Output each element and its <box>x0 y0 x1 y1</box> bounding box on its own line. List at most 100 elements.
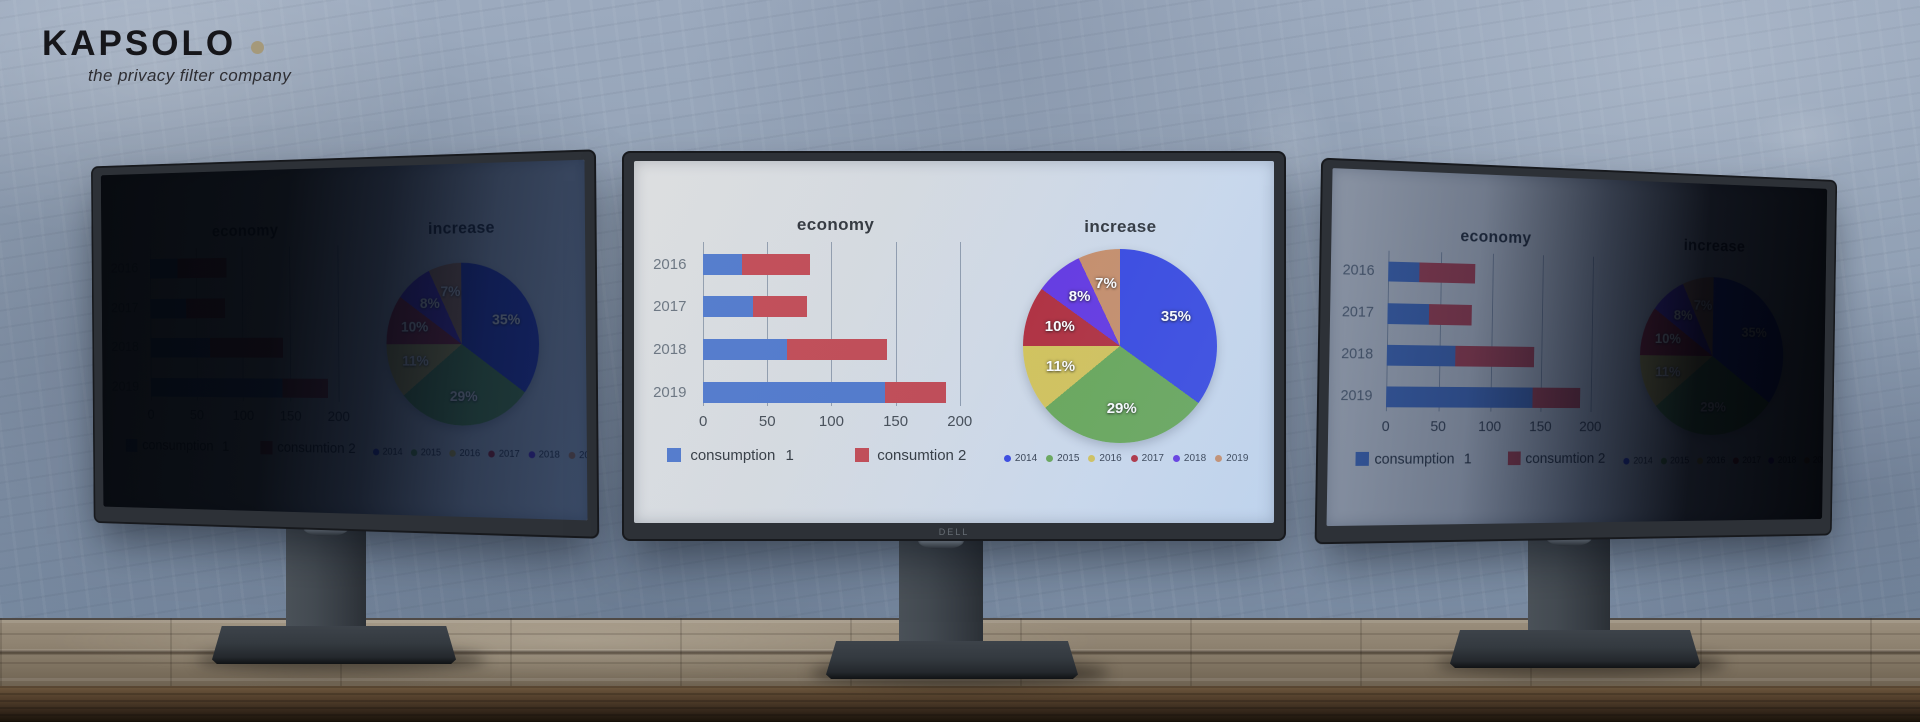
axis-tick-label: 100 <box>1478 417 1502 435</box>
pie-legend-label: 2017 <box>498 448 520 461</box>
bar-segment <box>1454 345 1535 368</box>
pie-legend-item: 2016 <box>1088 452 1122 464</box>
gridline <box>703 242 705 407</box>
bar-row <box>1388 261 1593 287</box>
bar-category-label: 2018 <box>111 339 139 355</box>
pie-legend-label: 2014 <box>1014 452 1038 464</box>
monitor-right: economy increase consumption 1 consumtio… <box>1314 157 1838 545</box>
pie-slice-label: 35% <box>1160 308 1191 326</box>
monitor-stand-neck <box>286 512 366 634</box>
bar-category-label: 2019 <box>111 378 140 395</box>
pie-chart-graphic <box>1022 249 1217 443</box>
bar-segment <box>1386 344 1456 367</box>
pie-chart-title: increase <box>427 217 495 239</box>
bar-row <box>1386 344 1592 368</box>
axis-tick-label: 50 <box>758 413 776 431</box>
pie-legend-item: 2019 <box>1803 455 1827 465</box>
pie-legend-label: 2019 <box>1226 452 1249 464</box>
axis-tick-label: 200 <box>947 413 973 431</box>
bar-row <box>703 339 960 361</box>
pie-legend-label: 2018 <box>1183 452 1207 464</box>
legend-swatch-consumption-1 <box>667 448 682 463</box>
legend-swatch-consumption-2 <box>1507 451 1521 466</box>
pie-slice-label: 7% <box>1095 275 1117 293</box>
pie-legend-label: 2018 <box>538 449 560 461</box>
legend-dot <box>1046 454 1054 462</box>
pie-legend-item: 2015 <box>1660 455 1689 466</box>
bar-legend-label-2: consumtion 2 <box>1525 450 1606 467</box>
pie-chart-title: increase <box>1683 235 1746 256</box>
bar-row <box>150 337 339 358</box>
axis-tick-label: 0 <box>698 413 708 431</box>
bar-row <box>150 297 338 319</box>
pie-chart-legend: 2014 2015 2016 2017 2018 2019 <box>1623 455 1827 466</box>
pie-slice-label: 29% <box>1106 399 1137 417</box>
pie-legend-item: 2014 <box>372 447 403 458</box>
legend-dot <box>1768 456 1775 464</box>
bar-category-label: 2018 <box>653 341 687 359</box>
pie-slice-label: 10% <box>1044 317 1075 335</box>
axis-tick-label: 50 <box>189 407 204 424</box>
legend-dot <box>410 449 418 457</box>
bar-legend-label-2: consumtion 2 <box>877 446 967 464</box>
legend-dot <box>1088 454 1096 462</box>
pie-legend-label: 2016 <box>1706 455 1726 466</box>
pie-slice-label: 7% <box>440 283 461 301</box>
brand-tagline: the privacy filter company <box>88 66 292 85</box>
bar-category-label: 2017 <box>111 299 139 316</box>
pie-slice-label: 11% <box>1655 364 1681 381</box>
pie-chart-legend: 2014 2015 2016 2017 2018 2019 <box>1003 452 1248 464</box>
bar-row <box>1386 386 1591 409</box>
pie-legend-item: 2015 <box>1046 453 1079 464</box>
bar-segment <box>150 298 186 319</box>
pie-legend-item: 2016 <box>449 448 480 459</box>
bar-segment <box>177 257 227 279</box>
bar-category-label: 2019 <box>653 383 687 401</box>
pie-chart-legend: 2014 2015 2016 2017 2018 2019 <box>372 447 587 462</box>
pie-legend-item: 2014 <box>1003 452 1038 464</box>
bar-segment <box>150 337 211 358</box>
bar-segment <box>703 296 754 318</box>
axis-tick-label: 150 <box>279 407 302 425</box>
legend-dot <box>1215 454 1223 462</box>
legend-dot <box>1803 456 1810 464</box>
pie-legend-label: 2015 <box>1669 455 1690 466</box>
bar-category-label: 2017 <box>653 298 687 316</box>
monitor-center-screen: economy increase consumption 1 consumtio… <box>634 161 1274 523</box>
legend-swatch-consumption-1 <box>126 438 138 452</box>
presentation-slide: economy increase consumption 1 consumtio… <box>101 160 588 521</box>
pie-slice-label: 10% <box>400 319 429 336</box>
bar-segment <box>1387 303 1429 325</box>
pie-legend-item: 2018 <box>1768 455 1796 465</box>
bar-category-label: 2016 <box>110 260 139 277</box>
legend-dot <box>1172 454 1180 462</box>
axis-tick-label: 100 <box>232 407 255 424</box>
pie-chart-title: increase <box>1084 217 1157 237</box>
gridline <box>959 242 961 407</box>
monitor-stand-base <box>212 626 456 664</box>
presentation-slide: economy increase consumption 1 consumtio… <box>1327 168 1827 526</box>
bar-segment <box>1386 386 1533 409</box>
bar-row <box>703 296 960 318</box>
gridline <box>895 242 897 407</box>
pie-legend-item: 2019 <box>1215 453 1248 464</box>
dell-logo: DELL <box>938 527 970 537</box>
axis-tick-label: 0 <box>147 406 155 423</box>
axis-tick-label: 100 <box>818 413 844 431</box>
legend-dot <box>1130 454 1138 462</box>
axis-tick-label: 200 <box>1579 418 1602 435</box>
pie-slice-label: 8% <box>1068 288 1091 306</box>
brand-name: KAPSOLO <box>42 24 237 63</box>
bar-row <box>149 256 338 279</box>
pie-slice-label: 29% <box>1700 398 1726 415</box>
bar-segment <box>210 337 284 358</box>
pie-legend-label: 2016 <box>1099 452 1122 464</box>
gridline <box>767 242 769 407</box>
bar-row <box>150 377 339 399</box>
bar-row <box>703 253 960 275</box>
pie-slice-label: 11% <box>1045 358 1076 376</box>
bar-category-label: 2019 <box>1340 387 1373 405</box>
pie-legend-item: 2015 <box>410 447 441 459</box>
bar-row <box>1387 303 1592 327</box>
pie-legend-item: 2017 <box>488 448 520 461</box>
